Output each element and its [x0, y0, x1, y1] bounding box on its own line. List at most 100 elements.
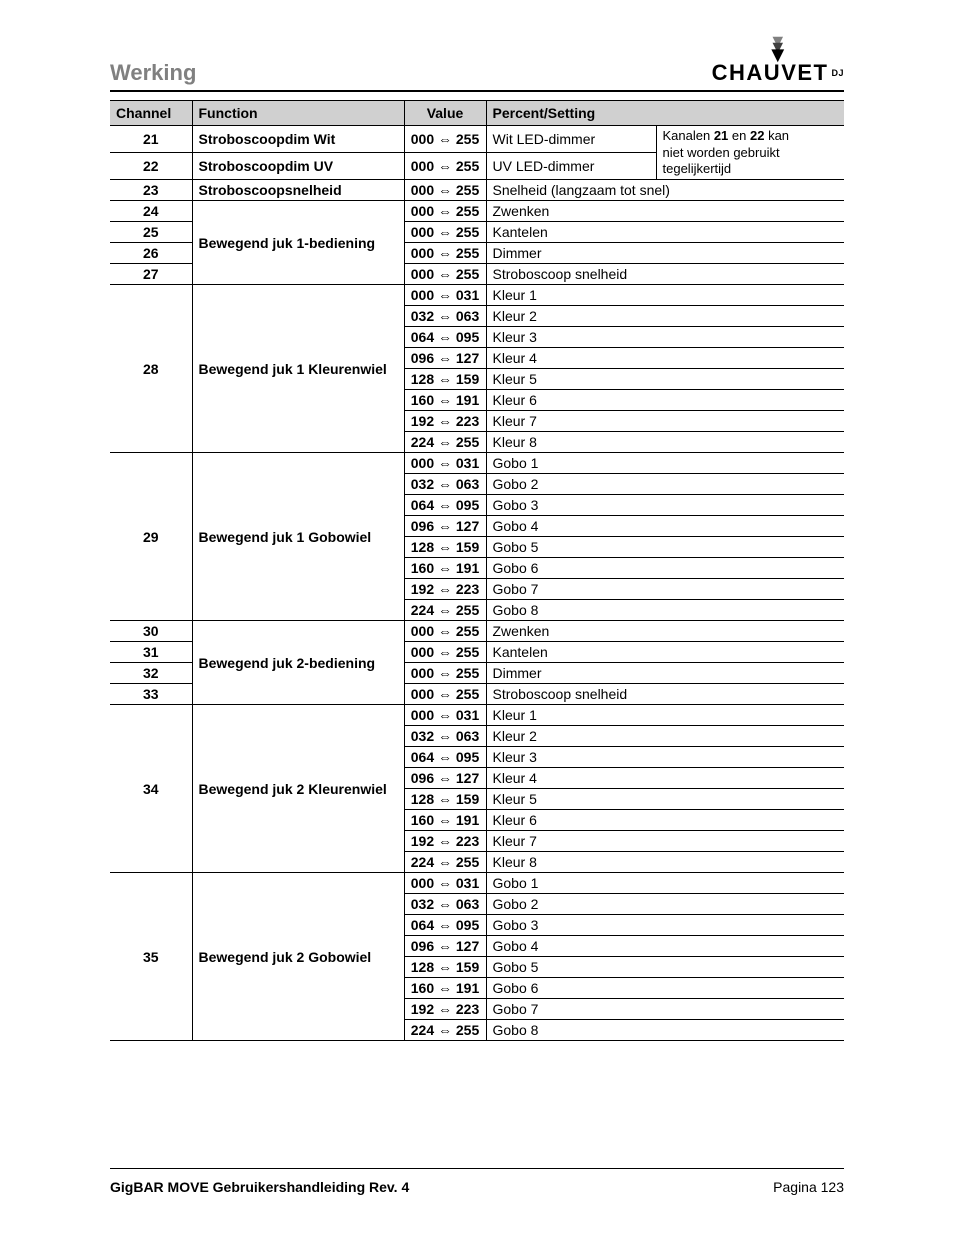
- cell-channel: 22: [110, 153, 192, 180]
- cell-setting: Gobo 4: [486, 936, 844, 957]
- cell-value: 000 ⇔ 031: [404, 705, 486, 726]
- cell-setting: Kleur 8: [486, 432, 844, 453]
- cell-value: 000 ⇔ 255: [404, 243, 486, 264]
- cell-setting: Kantelen: [486, 642, 844, 663]
- cell-value: 064 ⇔ 095: [404, 915, 486, 936]
- cell-setting: Gobo 7: [486, 579, 844, 600]
- cell-setting: Gobo 3: [486, 495, 844, 516]
- cell-value: 128 ⇔ 159: [404, 957, 486, 978]
- logo-sub-text: DJ: [831, 69, 844, 77]
- cell-channel: 25: [110, 222, 192, 243]
- footer-doc-title: GigBAR MOVE Gebruikershandleiding Rev. 4: [110, 1179, 409, 1195]
- cell-value: 032 ⇔ 063: [404, 726, 486, 747]
- cell-channel: 27: [110, 264, 192, 285]
- cell-value: 096 ⇔ 127: [404, 936, 486, 957]
- cell-value: 224 ⇔ 255: [404, 1020, 486, 1041]
- cell-channel: 28: [110, 285, 192, 453]
- cell-setting: Gobo 1: [486, 453, 844, 474]
- cell-value: 160 ⇔ 191: [404, 810, 486, 831]
- table-row: 28Bewegend juk 1 Kleurenwiel000 ⇔ 031Kle…: [110, 285, 844, 306]
- cell-setting: Gobo 4: [486, 516, 844, 537]
- cell-value: 096 ⇔ 127: [404, 768, 486, 789]
- cell-channel: 32: [110, 663, 192, 684]
- cell-channel: 26: [110, 243, 192, 264]
- cell-value: 224 ⇔ 255: [404, 432, 486, 453]
- cell-channel: 34: [110, 705, 192, 873]
- cell-setting: Snelheid (langzaam tot snel): [486, 180, 844, 201]
- cell-value: 128 ⇔ 159: [404, 789, 486, 810]
- cell-function: Stroboscoopsnelheid: [192, 180, 404, 201]
- logo-brand-text: CHAUVET: [712, 60, 829, 86]
- table-row: 24Bewegend juk 1-bediening000 ⇔ 255Zwenk…: [110, 201, 844, 222]
- cell-value: 192 ⇔ 223: [404, 831, 486, 852]
- col-value: Value: [404, 101, 486, 126]
- cell-value: 192 ⇔ 223: [404, 579, 486, 600]
- cell-setting: Kleur 5: [486, 369, 844, 390]
- cell-value: 160 ⇔ 191: [404, 558, 486, 579]
- cell-note: Kanalen 21 en 22 kanniet worden gebruikt…: [656, 126, 844, 180]
- cell-setting: Kleur 2: [486, 726, 844, 747]
- cell-channel: 33: [110, 684, 192, 705]
- cell-setting: Kleur 4: [486, 348, 844, 369]
- cell-value: 000 ⇔ 255: [404, 642, 486, 663]
- cell-value: 000 ⇔ 031: [404, 453, 486, 474]
- cell-setting: Gobo 6: [486, 558, 844, 579]
- table-row: 34Bewegend juk 2 Kleurenwiel000 ⇔ 031Kle…: [110, 705, 844, 726]
- cell-setting: Gobo 7: [486, 999, 844, 1020]
- cell-setting: Kleur 8: [486, 852, 844, 873]
- cell-value: 064 ⇔ 095: [404, 747, 486, 768]
- cell-value: 000 ⇔ 255: [404, 264, 486, 285]
- cell-value: 032 ⇔ 063: [404, 306, 486, 327]
- cell-setting: Zwenken: [486, 621, 844, 642]
- cell-function: Bewegend juk 1 Gobowiel: [192, 453, 404, 621]
- section-title: Werking: [110, 60, 196, 86]
- cell-value: 192 ⇔ 223: [404, 999, 486, 1020]
- cell-setting: Stroboscoop snelheid: [486, 684, 844, 705]
- cell-function: Bewegend juk 1 Kleurenwiel: [192, 285, 404, 453]
- page-header: Werking ▼▼▼ CHAUVET DJ: [110, 38, 844, 92]
- cell-channel: 35: [110, 873, 192, 1041]
- cell-value: 160 ⇔ 191: [404, 978, 486, 999]
- cell-setting: Gobo 8: [486, 1020, 844, 1041]
- cell-value: 000 ⇔ 255: [404, 201, 486, 222]
- cell-setting: Dimmer: [486, 663, 844, 684]
- cell-setting: Kleur 6: [486, 810, 844, 831]
- cell-value: 128 ⇔ 159: [404, 537, 486, 558]
- cell-setting: Kantelen: [486, 222, 844, 243]
- cell-value: 064 ⇔ 095: [404, 327, 486, 348]
- cell-setting: Zwenken: [486, 201, 844, 222]
- cell-setting: Gobo 2: [486, 894, 844, 915]
- page-footer: GigBAR MOVE Gebruikershandleiding Rev. 4…: [110, 1168, 844, 1195]
- cell-channel: 29: [110, 453, 192, 621]
- cell-function: Bewegend juk 2-bediening: [192, 621, 404, 705]
- cell-setting: Stroboscoop snelheid: [486, 264, 844, 285]
- cell-value: 000 ⇔ 255: [404, 153, 486, 180]
- cell-setting: Kleur 2: [486, 306, 844, 327]
- chevron-down-icon: ▼▼▼: [767, 38, 789, 58]
- cell-value: 000 ⇔ 255: [404, 180, 486, 201]
- table-row: 23Stroboscoopsnelheid000 ⇔ 255Snelheid (…: [110, 180, 844, 201]
- cell-function: Stroboscoopdim UV: [192, 153, 404, 180]
- cell-value: 192 ⇔ 223: [404, 411, 486, 432]
- cell-setting: Kleur 1: [486, 705, 844, 726]
- dmx-channel-table: Channel Function Value Percent/Setting 2…: [110, 100, 844, 1041]
- cell-setting: Gobo 1: [486, 873, 844, 894]
- cell-setting: Kleur 3: [486, 327, 844, 348]
- col-channel: Channel: [110, 101, 192, 126]
- cell-value: 096 ⇔ 127: [404, 348, 486, 369]
- cell-setting: Gobo 5: [486, 957, 844, 978]
- cell-channel: 23: [110, 180, 192, 201]
- cell-value: 000 ⇔ 031: [404, 873, 486, 894]
- cell-value: 064 ⇔ 095: [404, 495, 486, 516]
- cell-setting: Kleur 7: [486, 831, 844, 852]
- cell-value: 224 ⇔ 255: [404, 852, 486, 873]
- cell-value: 000 ⇔ 255: [404, 222, 486, 243]
- cell-value: 096 ⇔ 127: [404, 516, 486, 537]
- cell-setting: Gobo 3: [486, 915, 844, 936]
- cell-value: 000 ⇔ 255: [404, 126, 486, 153]
- cell-setting: Gobo 5: [486, 537, 844, 558]
- cell-value: 160 ⇔ 191: [404, 390, 486, 411]
- cell-setting: UV LED-dimmer: [486, 153, 656, 180]
- cell-channel: 21: [110, 126, 192, 153]
- cell-setting: Gobo 2: [486, 474, 844, 495]
